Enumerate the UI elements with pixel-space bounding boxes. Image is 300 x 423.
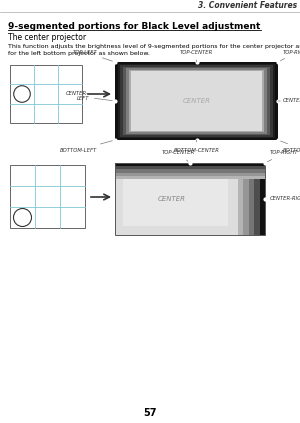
Text: TOP-CENTER: TOP-CENTER bbox=[180, 49, 213, 62]
Text: TOP-RIGHT: TOP-RIGHT bbox=[268, 151, 298, 162]
Circle shape bbox=[14, 209, 32, 226]
Text: BOTTOM-CENTER: BOTTOM-CENTER bbox=[174, 140, 219, 153]
Bar bbox=[115, 163, 265, 169]
Text: This function adjusts the brightness level of 9-segmented portions for the cente: This function adjusts the brightness lev… bbox=[8, 44, 300, 49]
Bar bbox=[238, 163, 265, 235]
Text: 57: 57 bbox=[143, 408, 157, 418]
Bar bbox=[249, 163, 265, 235]
Bar bbox=[115, 163, 265, 176]
Text: CENTER: CENTER bbox=[182, 98, 211, 104]
Bar bbox=[254, 163, 265, 235]
Text: for the left bottom projector as shown below.: for the left bottom projector as shown b… bbox=[8, 51, 150, 56]
Bar bbox=[115, 163, 265, 173]
Circle shape bbox=[14, 86, 30, 102]
Bar bbox=[118, 63, 275, 138]
Bar bbox=[115, 163, 265, 235]
Text: BOTTOM-LEFT: BOTTOM-LEFT bbox=[60, 141, 112, 153]
Text: TOP-CENTER: TOP-CENTER bbox=[161, 151, 195, 161]
Bar bbox=[10, 65, 82, 123]
Text: 3. Convenient Features: 3. Convenient Features bbox=[198, 1, 297, 10]
Bar bbox=[120, 65, 273, 137]
Text: TOP-RIGHT: TOP-RIGHT bbox=[280, 49, 300, 61]
Bar bbox=[115, 163, 265, 179]
Bar bbox=[126, 68, 267, 134]
Bar bbox=[131, 71, 262, 131]
Bar bbox=[129, 70, 264, 132]
Text: CENTER-RIGHT: CENTER-RIGHT bbox=[278, 99, 300, 104]
Bar bbox=[115, 163, 265, 235]
Bar bbox=[123, 67, 270, 135]
Bar bbox=[115, 62, 278, 140]
Text: TOP-LEFT: TOP-LEFT bbox=[72, 49, 112, 61]
Bar bbox=[115, 163, 265, 166]
Text: CENTER-
LEFT: CENTER- LEFT bbox=[66, 91, 112, 102]
Text: The center projector: The center projector bbox=[8, 33, 86, 42]
Bar bbox=[122, 179, 227, 225]
Bar bbox=[243, 163, 265, 235]
Text: CENTER-RIGHT: CENTER-RIGHT bbox=[265, 197, 300, 201]
Text: CENTER: CENTER bbox=[158, 196, 186, 202]
Text: BOTTOM-RIGHT: BOTTOM-RIGHT bbox=[280, 141, 300, 153]
Bar bbox=[260, 163, 265, 235]
Text: 9-segmented portions for Black Level adjustment: 9-segmented portions for Black Level adj… bbox=[8, 22, 260, 31]
Bar bbox=[10, 165, 85, 228]
